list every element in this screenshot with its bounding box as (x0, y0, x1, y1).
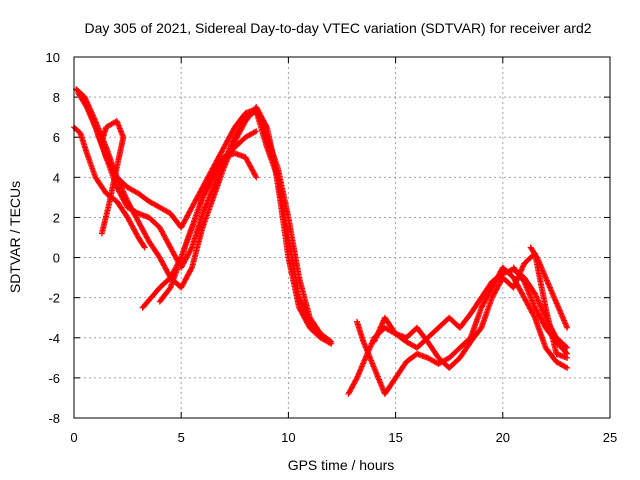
y-tick-label: -8 (48, 411, 60, 426)
y-tick-label: 8 (53, 90, 60, 105)
data-point (328, 338, 335, 345)
data-point (253, 128, 260, 135)
y-tick-label: 2 (53, 210, 60, 225)
data-point (327, 337, 334, 344)
x-tick-label: 25 (603, 430, 617, 445)
y-tick-label: 10 (46, 50, 60, 65)
x-tick-label: 0 (70, 430, 77, 445)
x-tick-label: 5 (178, 430, 185, 445)
series-11 (527, 244, 571, 331)
data-point (252, 172, 259, 179)
data-point (353, 376, 360, 383)
y-tick-labels: -8 -6 -4 -2 0 2 4 6 8 10 (46, 50, 60, 426)
series-1 (71, 124, 148, 251)
data-point (564, 324, 571, 331)
x-axis-label: GPS time / hours (288, 457, 395, 473)
y-tick-label: 4 (53, 170, 60, 185)
y-tick-label: 0 (53, 251, 60, 266)
data-point (188, 265, 195, 272)
data-point (251, 128, 258, 135)
series-4 (81, 98, 335, 345)
x-tick-label: 10 (281, 430, 295, 445)
y-tick-label: -4 (48, 331, 60, 346)
y-tick-label: -2 (48, 291, 60, 306)
plot-frame (73, 56, 611, 419)
y-tick-label: -6 (48, 371, 60, 386)
x-tick-label: 15 (388, 430, 402, 445)
series-12 (510, 264, 571, 357)
y-tick-label: 6 (53, 130, 60, 145)
x-tick-label: 20 (496, 430, 510, 445)
data-point (140, 243, 147, 250)
data-point (531, 313, 538, 320)
data-point (562, 364, 569, 371)
series-7 (156, 150, 260, 305)
data-point (253, 174, 260, 181)
data-point (98, 138, 105, 145)
series-5 (98, 118, 127, 237)
data-point (141, 244, 148, 251)
x-tick-labels: 0 5 10 15 20 25 (70, 430, 617, 445)
data-point (564, 350, 571, 357)
data-point (188, 245, 195, 252)
y-axis-label: SDTVAR / TECUs (7, 181, 23, 293)
grid-lines (74, 57, 610, 418)
data-series (71, 86, 571, 397)
data-point (564, 364, 571, 371)
data-point (133, 209, 140, 216)
chart-title: Day 305 of 2021, Sidereal Day-to-day VTE… (84, 20, 591, 36)
data-point (563, 349, 570, 356)
